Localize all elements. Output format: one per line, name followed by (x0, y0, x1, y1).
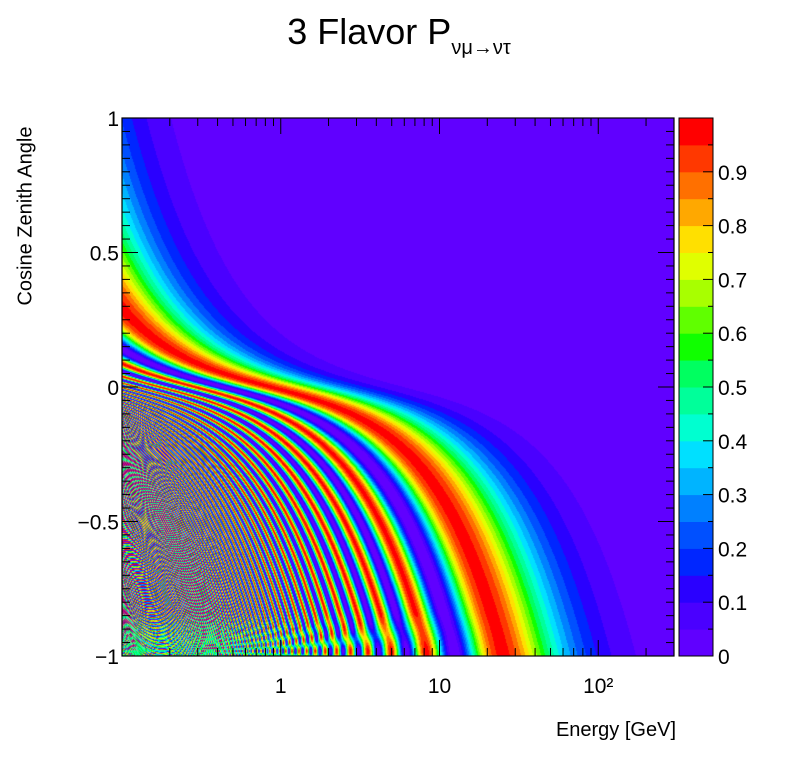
colorbar-band (679, 360, 713, 388)
colorbar-label: 0 (718, 646, 730, 669)
colorbar-band (679, 118, 713, 146)
colorbar-label: 0.3 (718, 485, 747, 508)
x-axis-label: Energy [GeV] (555, 719, 676, 741)
colorbar-band (679, 467, 713, 496)
colorbar-band (679, 306, 713, 334)
colorbar-band (679, 198, 713, 227)
colorbar-label: 0.1 (718, 592, 747, 615)
colorbar-label: 0.4 (718, 431, 748, 454)
y-tick-label: 0 (107, 377, 119, 400)
colorbar-band (679, 602, 713, 630)
colorbar-label: 0.8 (718, 216, 747, 239)
colorbar-label: 0.7 (718, 269, 747, 292)
colorbar-band (679, 521, 713, 549)
colorbar-band (679, 225, 713, 253)
plot-frame (121, 117, 675, 657)
colorbar-label: 0.9 (718, 162, 747, 185)
colorbar-band (679, 387, 713, 415)
colorbar-band (679, 333, 713, 361)
colorbar-band (679, 413, 713, 442)
y-tick-label: 1 (107, 108, 119, 131)
y-tick-label: −1 (95, 646, 119, 669)
colorbar-label: 0.6 (718, 323, 747, 346)
colorbar-label: 0.2 (718, 538, 747, 561)
colorbar-label: 0.5 (718, 377, 747, 400)
y-tick-label: 0.5 (90, 243, 119, 266)
x-tick-label: 10² (583, 675, 613, 698)
colorbar-band (679, 144, 713, 173)
colorbar-band (679, 629, 713, 657)
y-tick-label: −0.5 (78, 512, 119, 535)
colorbar-band (679, 440, 713, 469)
colorbar-band (679, 171, 713, 200)
chart-title: 3 Flavor Pνμ→ντ (287, 11, 511, 59)
colorbar-band (679, 494, 713, 522)
colorbar-band (679, 252, 713, 280)
oscillation-heatmap (122, 118, 674, 656)
colorbar-band (679, 548, 713, 576)
x-tick-label: 10 (428, 675, 451, 698)
x-tick-label: 1 (275, 675, 287, 698)
colorbar-band (679, 575, 713, 603)
colorbar-band (679, 279, 713, 307)
